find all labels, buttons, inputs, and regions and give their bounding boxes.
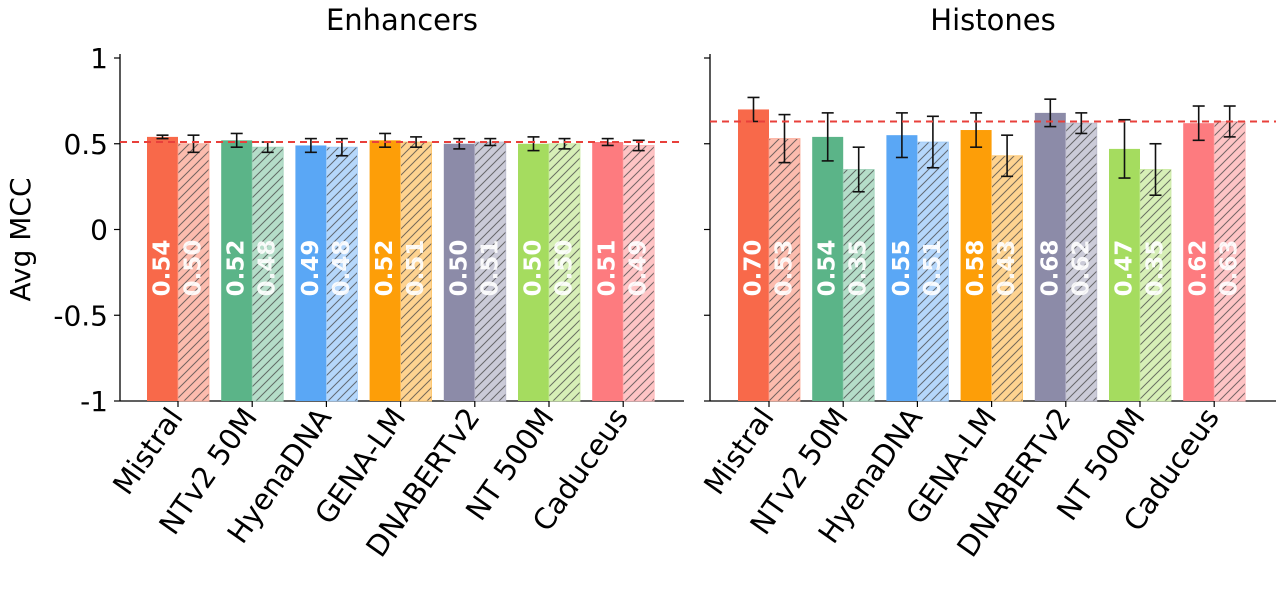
data-label: 0.53 <box>772 240 798 297</box>
data-label: 0.50 <box>181 240 207 297</box>
bar-hyenadna <box>886 135 918 402</box>
data-label: 0.54 <box>150 240 176 297</box>
bar-mistral <box>147 136 178 401</box>
data-label: 0.52 <box>372 240 398 297</box>
data-label: 0.51 <box>920 240 946 297</box>
data-label: 0.49 <box>298 240 324 297</box>
data-label: 0.43 <box>994 240 1020 297</box>
data-label: 0.55 <box>889 240 915 297</box>
panel-title: Enhancers <box>326 3 478 37</box>
bar-dnabertv2 <box>443 143 475 401</box>
y-tick-label: 0.5 <box>63 128 108 161</box>
bar-ntv2-50m-hatched <box>251 146 284 402</box>
data-label: 0.51 <box>477 240 503 297</box>
data-label: 0.50 <box>446 240 472 297</box>
bar-caduceus <box>592 142 624 401</box>
bar-nt-500m-hatched <box>548 143 581 402</box>
bar-mistral-hatched <box>177 143 210 402</box>
bar-dnabertv2-hatched <box>474 141 507 402</box>
bar-gena-lm <box>960 130 992 401</box>
y-tick-label: 0 <box>90 214 108 247</box>
data-label: 0.63 <box>1217 240 1243 297</box>
data-label: 0.50 <box>552 240 578 297</box>
data-label: 0.49 <box>626 240 652 297</box>
bar-mistral <box>738 109 769 401</box>
y-axis-label: Avg MCC <box>4 177 37 301</box>
bar-mistral-hatched <box>768 138 801 402</box>
data-label: 0.51 <box>403 240 429 297</box>
data-label: 0.68 <box>1037 240 1063 297</box>
bar-hyenadna <box>295 145 327 401</box>
y-tick-label: -1 <box>80 385 108 418</box>
bar-ntv2-50m <box>812 136 844 401</box>
data-label: 0.54 <box>815 240 841 297</box>
y-tick-label: -0.5 <box>53 299 108 332</box>
data-label: 0.35 <box>846 240 872 297</box>
data-label: 0.58 <box>963 240 989 297</box>
bar-caduceus-hatched <box>622 145 655 402</box>
data-label: 0.35 <box>1143 240 1169 297</box>
data-label: 0.70 <box>741 240 767 297</box>
bar-gena-lm <box>369 140 401 401</box>
bar-nt-500m <box>518 143 549 401</box>
bar-dnabertv2 <box>1034 112 1066 401</box>
data-label: 0.62 <box>1186 240 1212 297</box>
data-label: 0.51 <box>595 240 621 297</box>
y-tick-label: 1 <box>90 42 108 75</box>
bar-caduceus <box>1183 123 1215 402</box>
bar-gena-lm-hatched <box>991 155 1023 402</box>
bar-hyenadna-hatched <box>325 146 358 402</box>
bar-hyenadna-hatched <box>917 141 949 402</box>
bar-dnabertv2-hatched <box>1065 122 1098 402</box>
bar-gena-lm-hatched <box>400 141 433 402</box>
data-label: 0.62 <box>1068 240 1094 297</box>
data-label: 0.48 <box>255 240 281 297</box>
data-label: 0.50 <box>521 240 547 297</box>
panel-title: Histones <box>930 3 1055 37</box>
data-label: 0.47 <box>1112 240 1138 297</box>
bar-ntv2-50m <box>221 140 253 401</box>
data-label: 0.52 <box>224 240 250 297</box>
data-label: 0.48 <box>329 240 355 297</box>
bar-nt-500m <box>1109 148 1140 401</box>
